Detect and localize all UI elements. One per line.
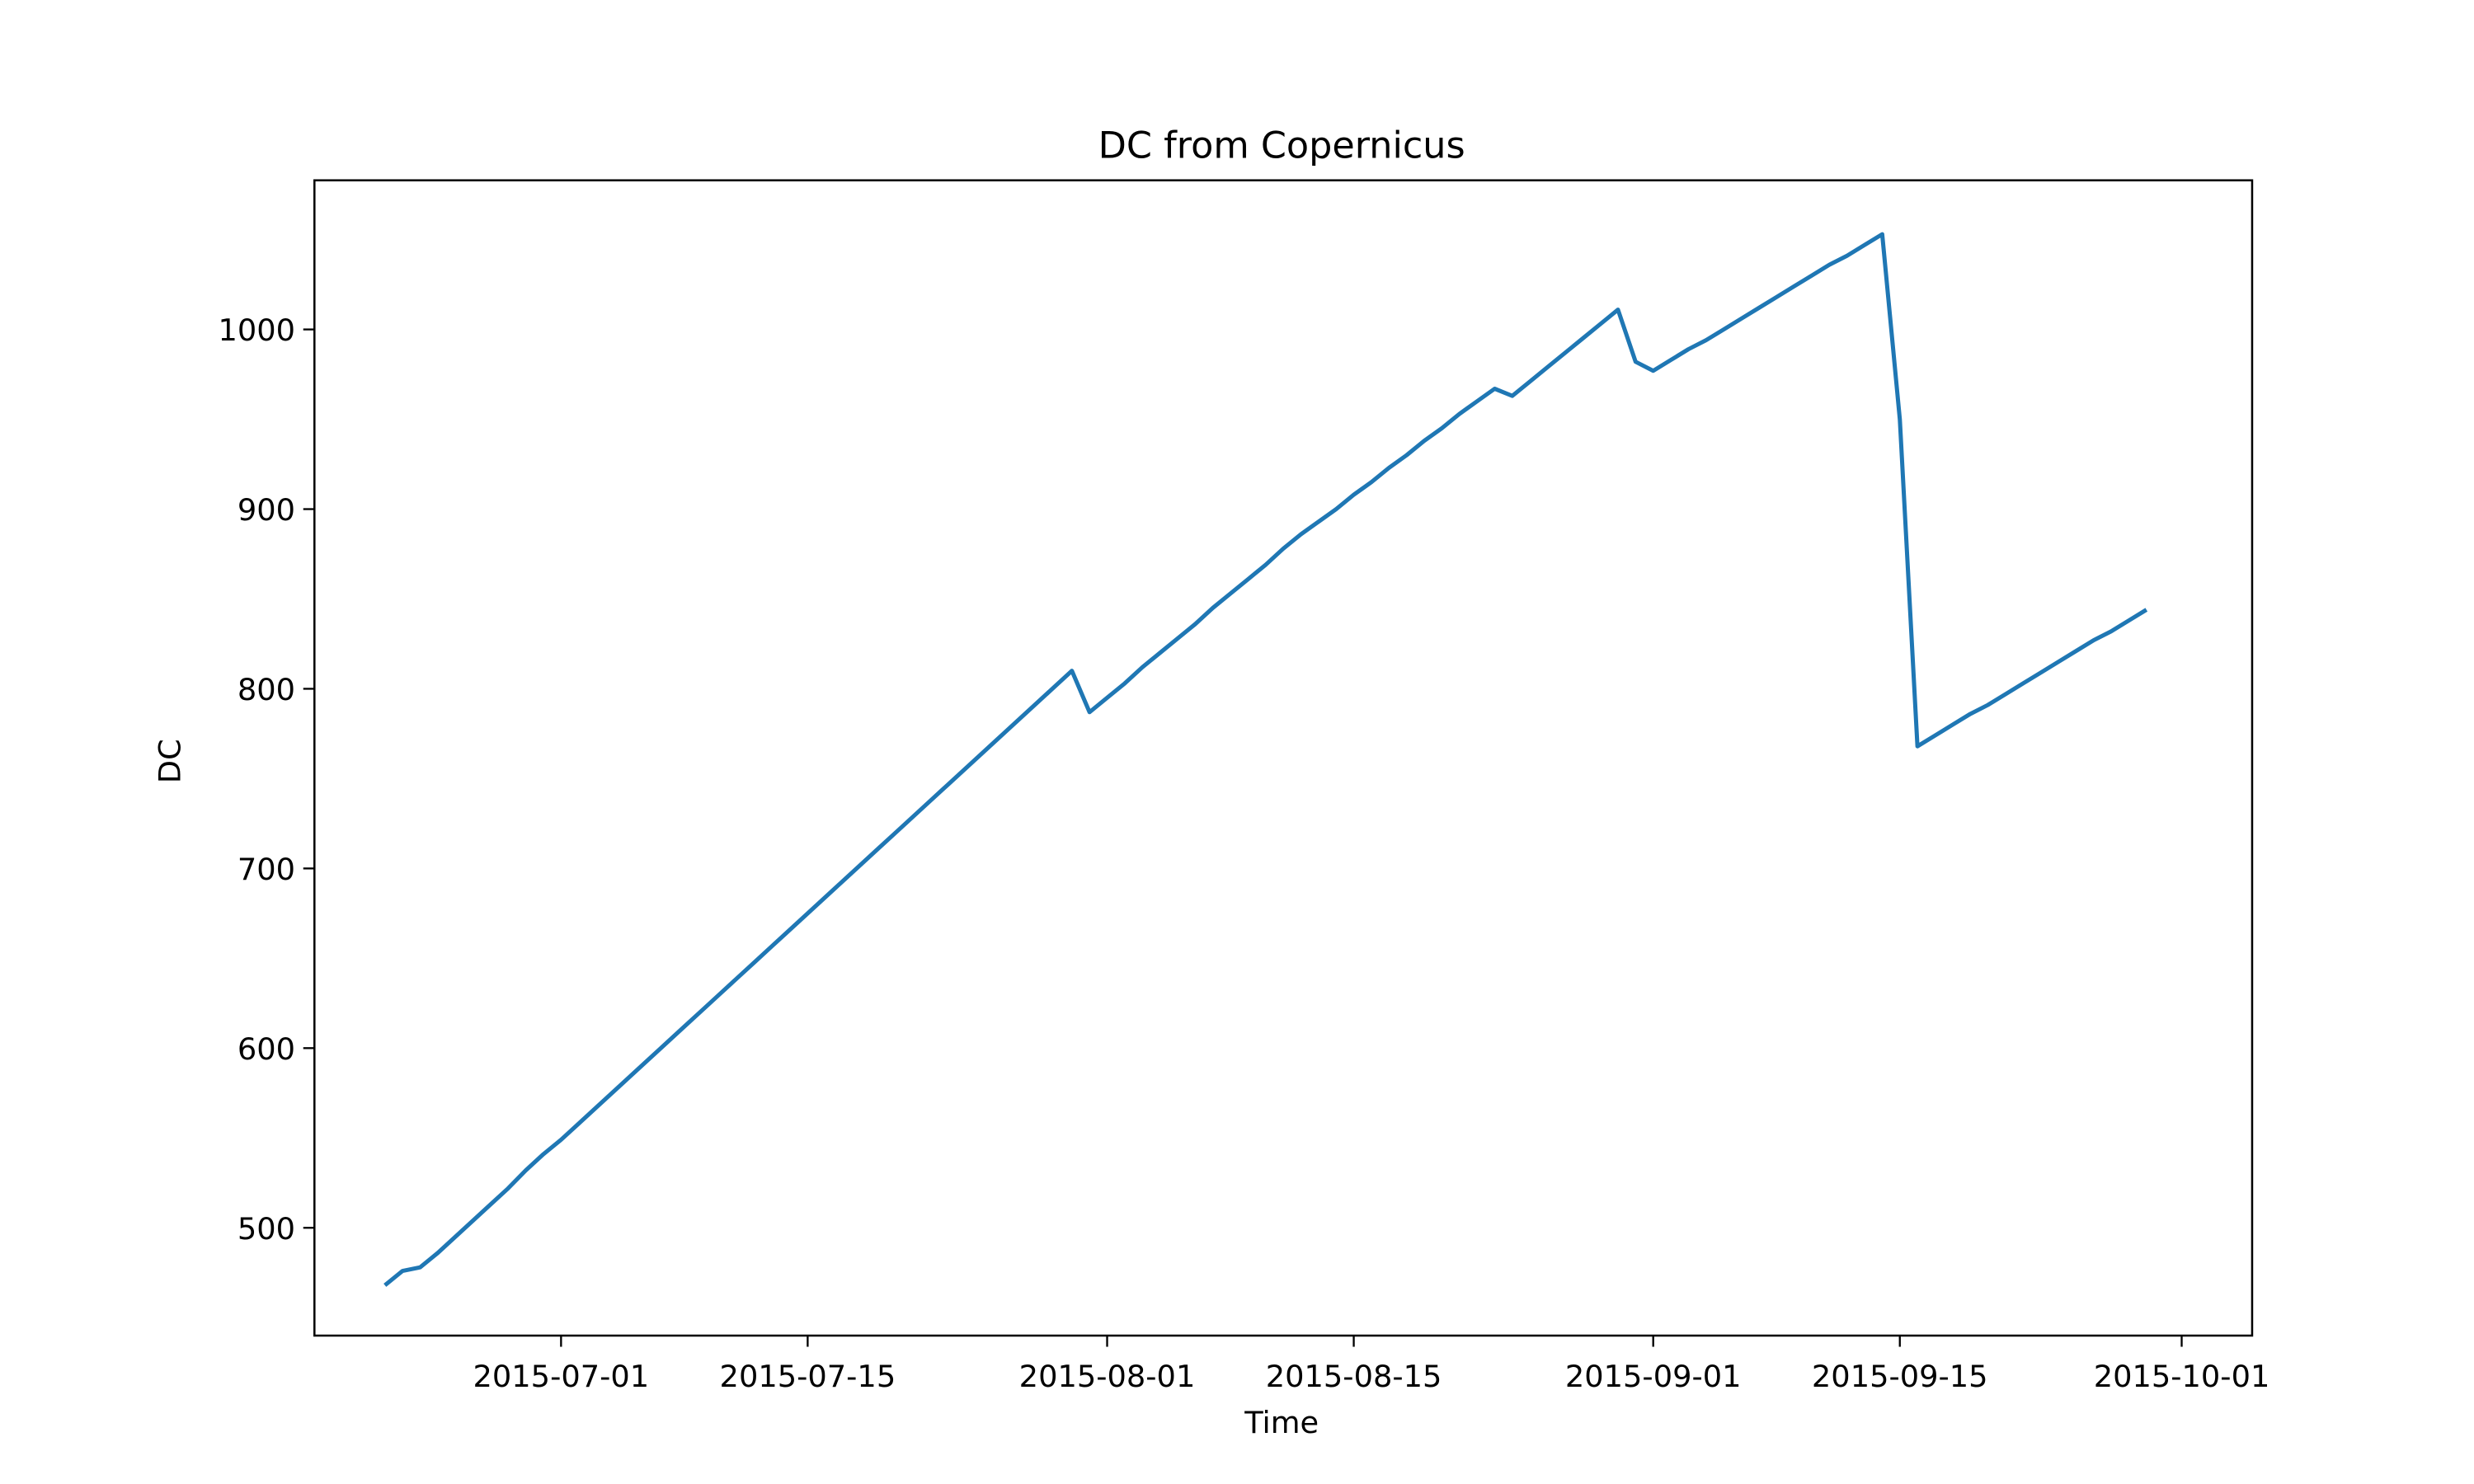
- y-tick-label: 600: [238, 1031, 295, 1067]
- x-tick-label: 2015-07-15: [720, 1359, 896, 1394]
- data-line: [383, 232, 2148, 1287]
- x-axis-label: Time: [1244, 1405, 1319, 1440]
- chart-title: DC from Copernicus: [1098, 125, 1465, 167]
- x-tick-label: 2015-08-15: [1266, 1359, 1442, 1394]
- y-tick-label: 700: [238, 852, 295, 887]
- x-tick-label: 2015-08-01: [1019, 1359, 1196, 1394]
- x-tick-label: 2015-09-01: [1565, 1359, 1742, 1394]
- x-tick-label: 2015-10-01: [2094, 1359, 2270, 1394]
- y-tick-label: 800: [238, 672, 295, 707]
- x-tick-label: 2015-09-15: [1812, 1359, 1988, 1394]
- y-tick-label: 500: [238, 1211, 295, 1247]
- x-tick-label: 2015-07-01: [473, 1359, 650, 1394]
- y-tick-label: 900: [238, 492, 295, 528]
- plot-frame: [313, 179, 2254, 1337]
- y-tick-label: 1000: [218, 312, 295, 348]
- y-axis-label: DC: [153, 739, 188, 783]
